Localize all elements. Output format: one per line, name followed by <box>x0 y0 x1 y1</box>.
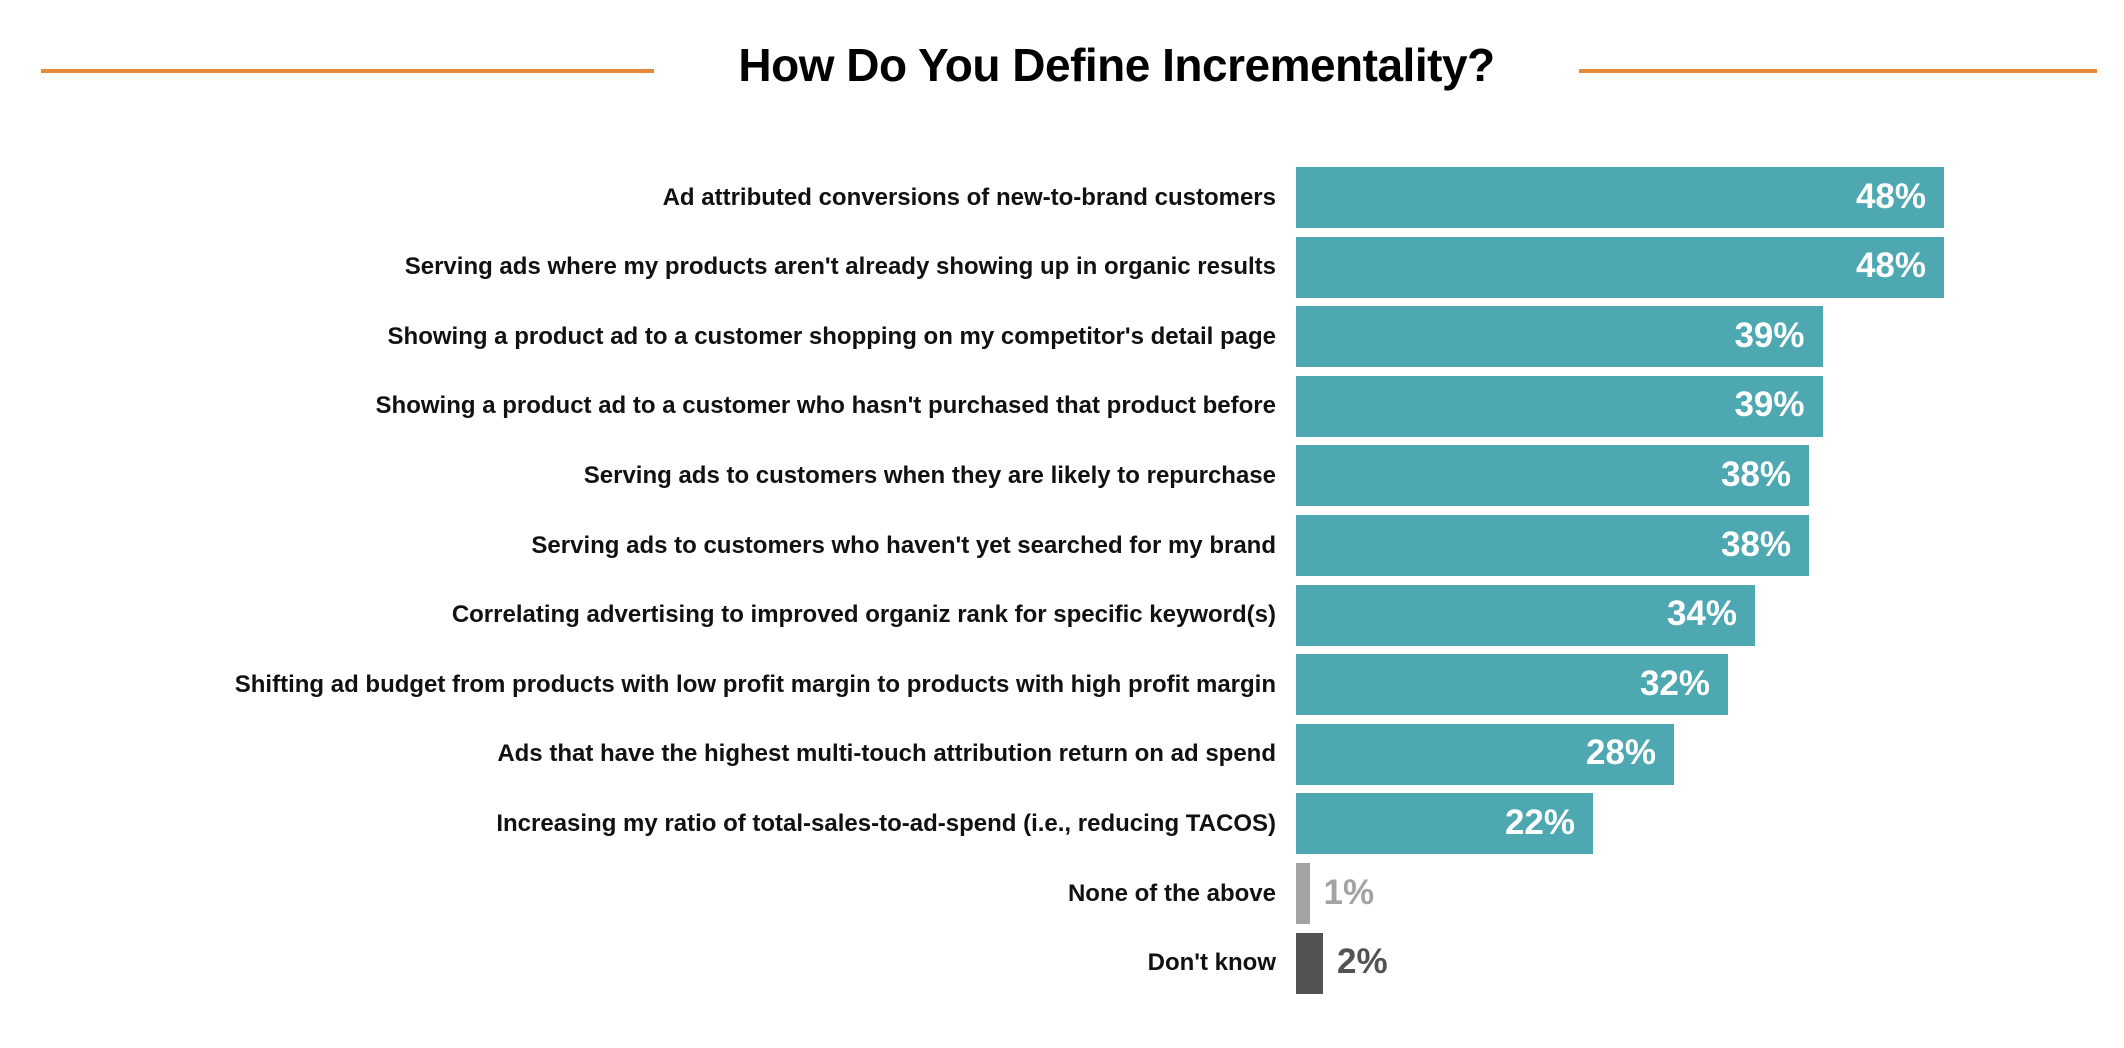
category-label: Ad attributed conversions of new-to-bran… <box>662 183 1276 211</box>
data-label: 2% <box>1337 942 1388 982</box>
data-label: 1% <box>1323 872 1375 912</box>
data-label: 34% <box>1666 594 1737 634</box>
bar <box>1296 863 1310 924</box>
bar <box>1296 375 1823 437</box>
category-label: Increasing my ratio of total-sales-to-ad… <box>496 809 1276 837</box>
data-label: 28% <box>1585 733 1656 773</box>
bar <box>1296 445 1809 507</box>
category-label: Correlating advertising to improved orga… <box>451 601 1276 629</box>
bar <box>1296 306 1823 368</box>
data-label: 48% <box>1855 176 1926 216</box>
category-label: Serving ads where my products aren't alr… <box>404 253 1276 281</box>
data-label: 38% <box>1720 454 1791 494</box>
bar <box>1296 654 1728 716</box>
category-label: Serving ads to customers when they are l… <box>583 461 1276 489</box>
data-label: 48% <box>1855 246 1926 286</box>
bar <box>1296 723 1674 785</box>
bar <box>1296 515 1809 576</box>
bar <box>1296 793 1593 855</box>
category-label: Shifting ad budget from products with lo… <box>234 670 1276 698</box>
data-label: 39% <box>1734 385 1805 425</box>
data-label: 22% <box>1504 802 1575 842</box>
data-label: 38% <box>1720 524 1791 564</box>
title-rule-right <box>1579 69 2097 73</box>
category-label: Don't know <box>1147 949 1276 977</box>
chart-title: How Do You Define Incrementality? <box>738 39 1495 91</box>
bar <box>1296 932 1323 994</box>
category-label: Ads that have the highest multi-touch at… <box>497 740 1276 768</box>
bar <box>1296 167 1944 228</box>
category-label: Showing a product ad to a customer shopp… <box>387 322 1276 350</box>
data-label: 39% <box>1734 315 1805 355</box>
title-rule-left <box>41 69 654 73</box>
data-label: 32% <box>1639 663 1710 703</box>
bar <box>1296 584 1755 646</box>
category-label: None of the above <box>1067 879 1276 907</box>
category-label: Showing a product ad to a customer who h… <box>375 392 1276 420</box>
category-label: Serving ads to customers who haven't yet… <box>531 531 1276 559</box>
bar <box>1296 236 1944 298</box>
